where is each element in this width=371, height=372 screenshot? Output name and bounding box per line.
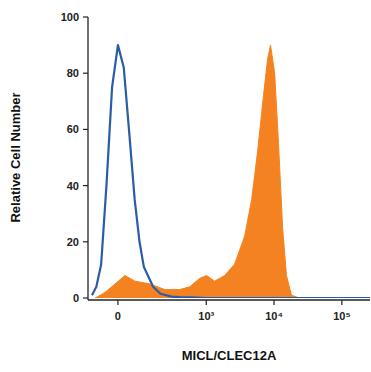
y-tick-label: 60 [67, 123, 79, 135]
y-axis [87, 17, 88, 300]
y-tick [83, 297, 88, 298]
x-tick-label: 0 [115, 310, 121, 322]
x-tick-label: 10³ [198, 310, 214, 322]
y-tick-label: 80 [67, 67, 79, 79]
x-tick [117, 300, 118, 305]
x-tick-label: 10⁵ [333, 310, 350, 322]
y-tick-label: 100 [61, 11, 79, 23]
y-tick-label: 0 [73, 292, 79, 304]
y-tick [83, 16, 88, 17]
y-axis-label: Relative Cell Number [8, 92, 23, 222]
y-tick [83, 241, 88, 242]
y-tick-label: 20 [67, 236, 79, 248]
x-axis-label: MICL/CLEC12A [182, 348, 277, 363]
chart: 0 20 40 60 80 100 0 10³ 10⁴ 10⁵ MICL/CLEC12A Relati… [0, 0, 371, 372]
x-tick-label: 10⁴ [265, 310, 283, 322]
plot-area [92, 45, 370, 298]
y-tick [83, 73, 88, 74]
x-tick [273, 300, 274, 305]
histogram-line [92, 45, 370, 298]
x-tick [206, 300, 207, 305]
y-tick [83, 129, 88, 130]
y-tick [83, 185, 88, 186]
y-tick-label: 40 [67, 180, 79, 192]
x-tick [341, 300, 342, 305]
x-axis [88, 299, 370, 300]
